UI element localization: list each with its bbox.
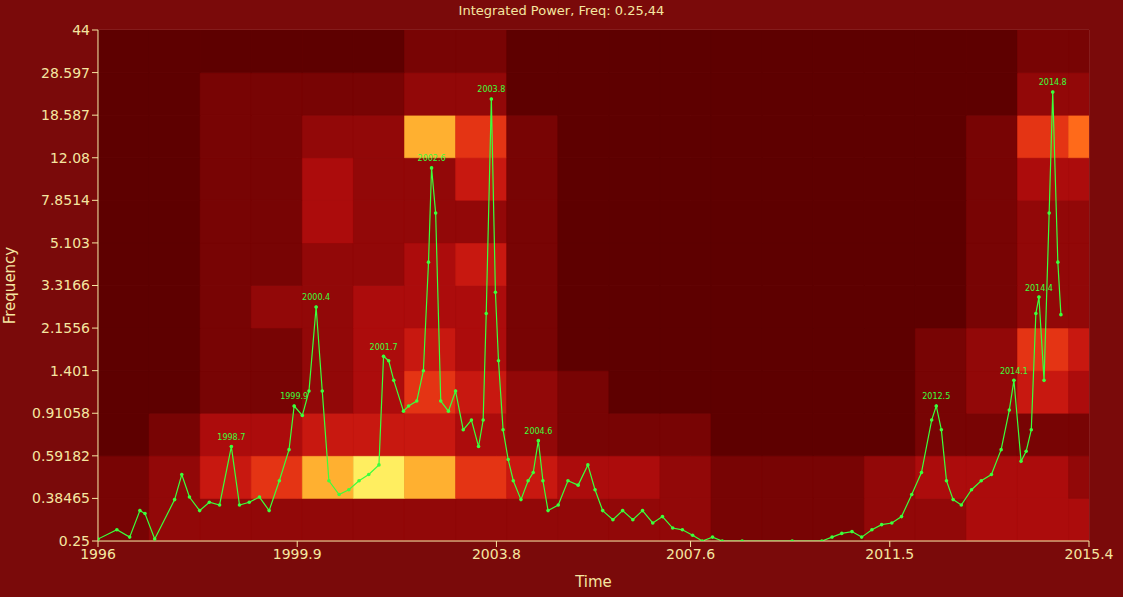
svg-text:2004.6: 2004.6 bbox=[524, 427, 552, 436]
svg-text:0.25: 0.25 bbox=[59, 533, 90, 549]
svg-text:2000.4: 2000.4 bbox=[302, 293, 330, 302]
svg-text:44: 44 bbox=[72, 22, 90, 38]
svg-text:2011.5: 2011.5 bbox=[865, 546, 914, 562]
svg-text:2003.8: 2003.8 bbox=[472, 546, 521, 562]
svg-text:0.59182: 0.59182 bbox=[32, 448, 90, 464]
svg-text:1998.7: 1998.7 bbox=[217, 433, 245, 442]
svg-text:2014.1: 2014.1 bbox=[1000, 367, 1028, 376]
svg-text:2003.8: 2003.8 bbox=[477, 85, 505, 94]
svg-text:2014.4: 2014.4 bbox=[1025, 284, 1053, 293]
svg-text:18.587: 18.587 bbox=[41, 107, 90, 123]
svg-text:Time: Time bbox=[574, 573, 612, 591]
svg-text:2002.6: 2002.6 bbox=[418, 154, 446, 163]
svg-text:1.401: 1.401 bbox=[50, 363, 90, 379]
svg-text:1999.9: 1999.9 bbox=[280, 392, 308, 401]
svg-text:1996: 1996 bbox=[80, 545, 116, 562]
svg-text:0.91058: 0.91058 bbox=[32, 405, 90, 421]
svg-text:Frequency: Frequency bbox=[1, 247, 19, 325]
svg-text:2015.4: 2015.4 bbox=[1065, 546, 1114, 562]
svg-text:2.1556: 2.1556 bbox=[41, 320, 90, 336]
svg-text:2007.6: 2007.6 bbox=[666, 546, 715, 562]
svg-text:1999.9: 1999.9 bbox=[273, 546, 322, 562]
svg-text:3.3166: 3.3166 bbox=[41, 277, 90, 293]
svg-text:5.103: 5.103 bbox=[50, 235, 90, 251]
svg-text:2014.8: 2014.8 bbox=[1039, 78, 1067, 87]
svg-text:28.597: 28.597 bbox=[41, 65, 90, 81]
html-text:Integrated Power, Freq: 0.25,4: Integrated Power, Freq: 0.25,44 bbox=[458, 3, 665, 18]
svg-text:2001.7: 2001.7 bbox=[370, 343, 398, 352]
svg-text:2012.5: 2012.5 bbox=[922, 392, 950, 401]
svg-text:12.08: 12.08 bbox=[50, 150, 90, 166]
svg-text:7.8514: 7.8514 bbox=[41, 192, 90, 208]
svg-text:0.38465: 0.38465 bbox=[32, 490, 90, 506]
